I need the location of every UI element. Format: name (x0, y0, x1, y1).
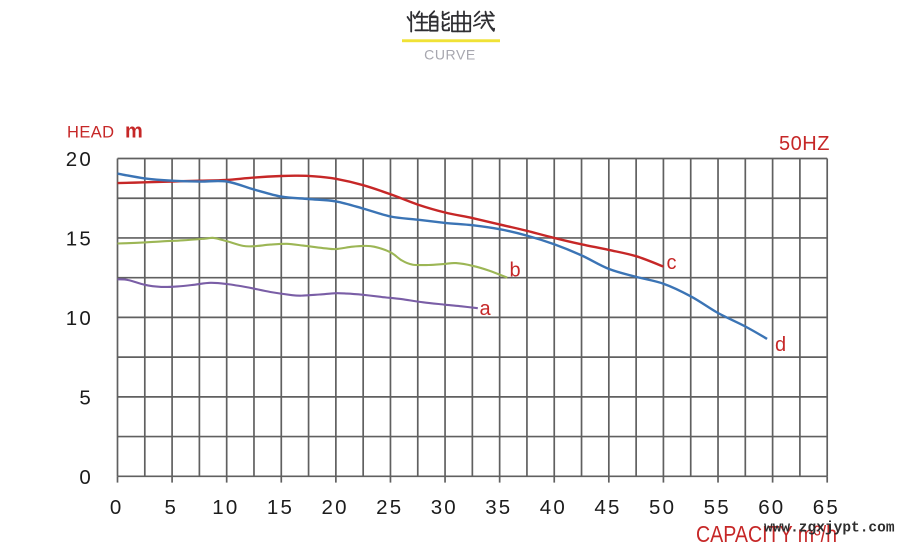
svg-text:45: 45 (594, 496, 621, 519)
svg-text:a: a (480, 298, 492, 320)
svg-text:HEAD: HEAD (67, 124, 114, 142)
svg-text:55: 55 (704, 496, 731, 519)
svg-text:50: 50 (649, 496, 676, 519)
svg-text:CAPACITY m³/h: CAPACITY m³/h (696, 521, 837, 547)
svg-text:15: 15 (66, 228, 93, 251)
svg-text:m: m (125, 121, 143, 143)
svg-text:CURVE: CURVE (424, 47, 476, 63)
svg-text:10: 10 (212, 496, 239, 519)
svg-text:c: c (667, 252, 677, 274)
svg-text:0: 0 (79, 466, 93, 489)
svg-text:25: 25 (376, 496, 403, 519)
svg-text:60: 60 (758, 496, 785, 519)
svg-text:40: 40 (540, 496, 567, 519)
svg-text:b: b (510, 260, 521, 282)
svg-text:10: 10 (66, 307, 93, 330)
svg-text:20: 20 (321, 496, 348, 519)
svg-text:50HZ: 50HZ (779, 133, 830, 155)
svg-text:www.zgxjypt.com: www.zgxjypt.com (764, 521, 895, 537)
svg-text:15: 15 (267, 496, 294, 519)
svg-text:5: 5 (164, 496, 178, 519)
svg-text:0: 0 (110, 496, 124, 519)
svg-text:65: 65 (813, 496, 840, 519)
svg-text:35: 35 (485, 496, 512, 519)
svg-text:20: 20 (66, 148, 93, 171)
svg-text:5: 5 (79, 387, 93, 410)
svg-text:d: d (775, 334, 786, 356)
svg-text:30: 30 (431, 496, 458, 519)
